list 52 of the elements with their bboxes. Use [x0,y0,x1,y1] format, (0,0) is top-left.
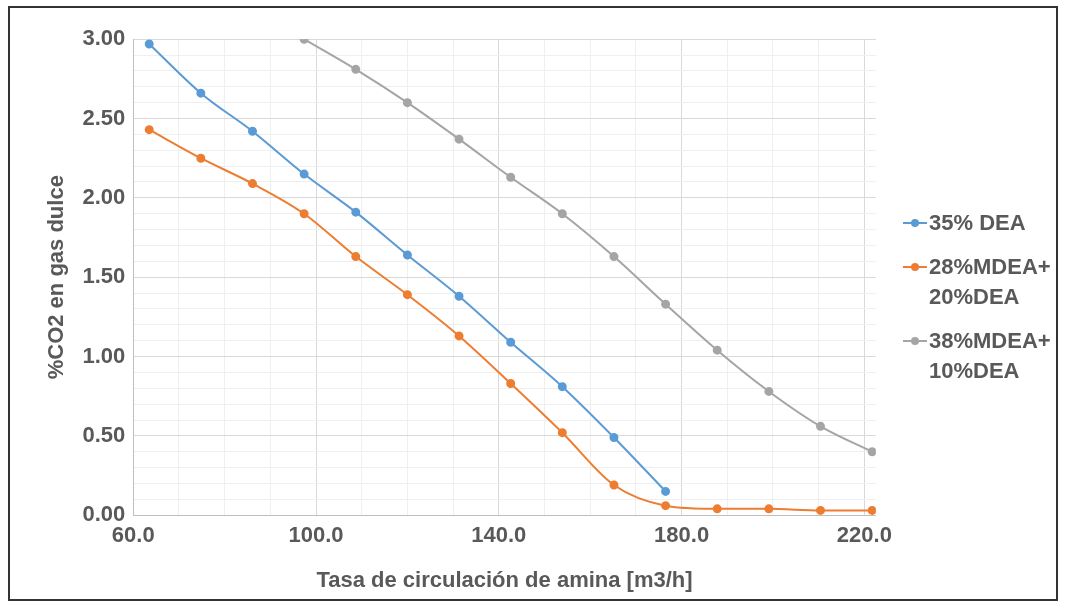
point [816,421,826,431]
point [402,290,412,300]
y-tick-label: 2.00 [82,183,126,209]
x-tick-label: 180.0 [654,522,710,548]
point [867,447,876,457]
x-tick-label: 220.0 [836,522,892,548]
point [867,505,876,515]
point [196,88,206,98]
point [247,126,257,136]
point [196,153,206,163]
point [402,250,412,260]
y-axis-title: %CO2 en gas dulce [43,175,69,380]
legend-label: 38%MDEA+ 10%DEA [929,327,1052,385]
point [764,386,774,396]
y-tick-label: 1.50 [82,263,126,289]
point [402,98,412,108]
point [299,169,309,179]
point [506,337,516,347]
y-tick-label: 1.00 [82,342,126,368]
x-tick-label: 100.0 [288,522,344,548]
point [661,501,671,511]
point [557,428,567,438]
x-axis-title: Tasa de circulación de amina [m3/h] [316,566,693,592]
point [712,504,722,514]
point [816,505,826,515]
point [712,345,722,355]
point [351,252,361,262]
legend-label: 35% DEA [929,209,1026,237]
y-tick-label: 2.50 [82,104,126,130]
point [661,486,671,496]
point [557,382,567,392]
point [661,299,671,309]
point [454,134,464,144]
legend-label: 28%MDEA+ 20%DEA [929,253,1052,311]
y-tick-label: 3.00 [82,25,126,51]
point [351,207,361,217]
point [247,179,257,189]
point [764,504,774,514]
point [609,252,619,262]
point [144,39,154,49]
point [609,480,619,490]
x-tick-label: 140.0 [471,522,527,548]
point [144,125,154,135]
point [506,379,516,389]
y-tick-label: 0.50 [82,421,126,447]
point [557,209,567,219]
point [454,331,464,341]
point [506,172,516,182]
point [351,64,361,74]
point [454,291,464,301]
point [299,209,309,219]
point [609,432,619,442]
